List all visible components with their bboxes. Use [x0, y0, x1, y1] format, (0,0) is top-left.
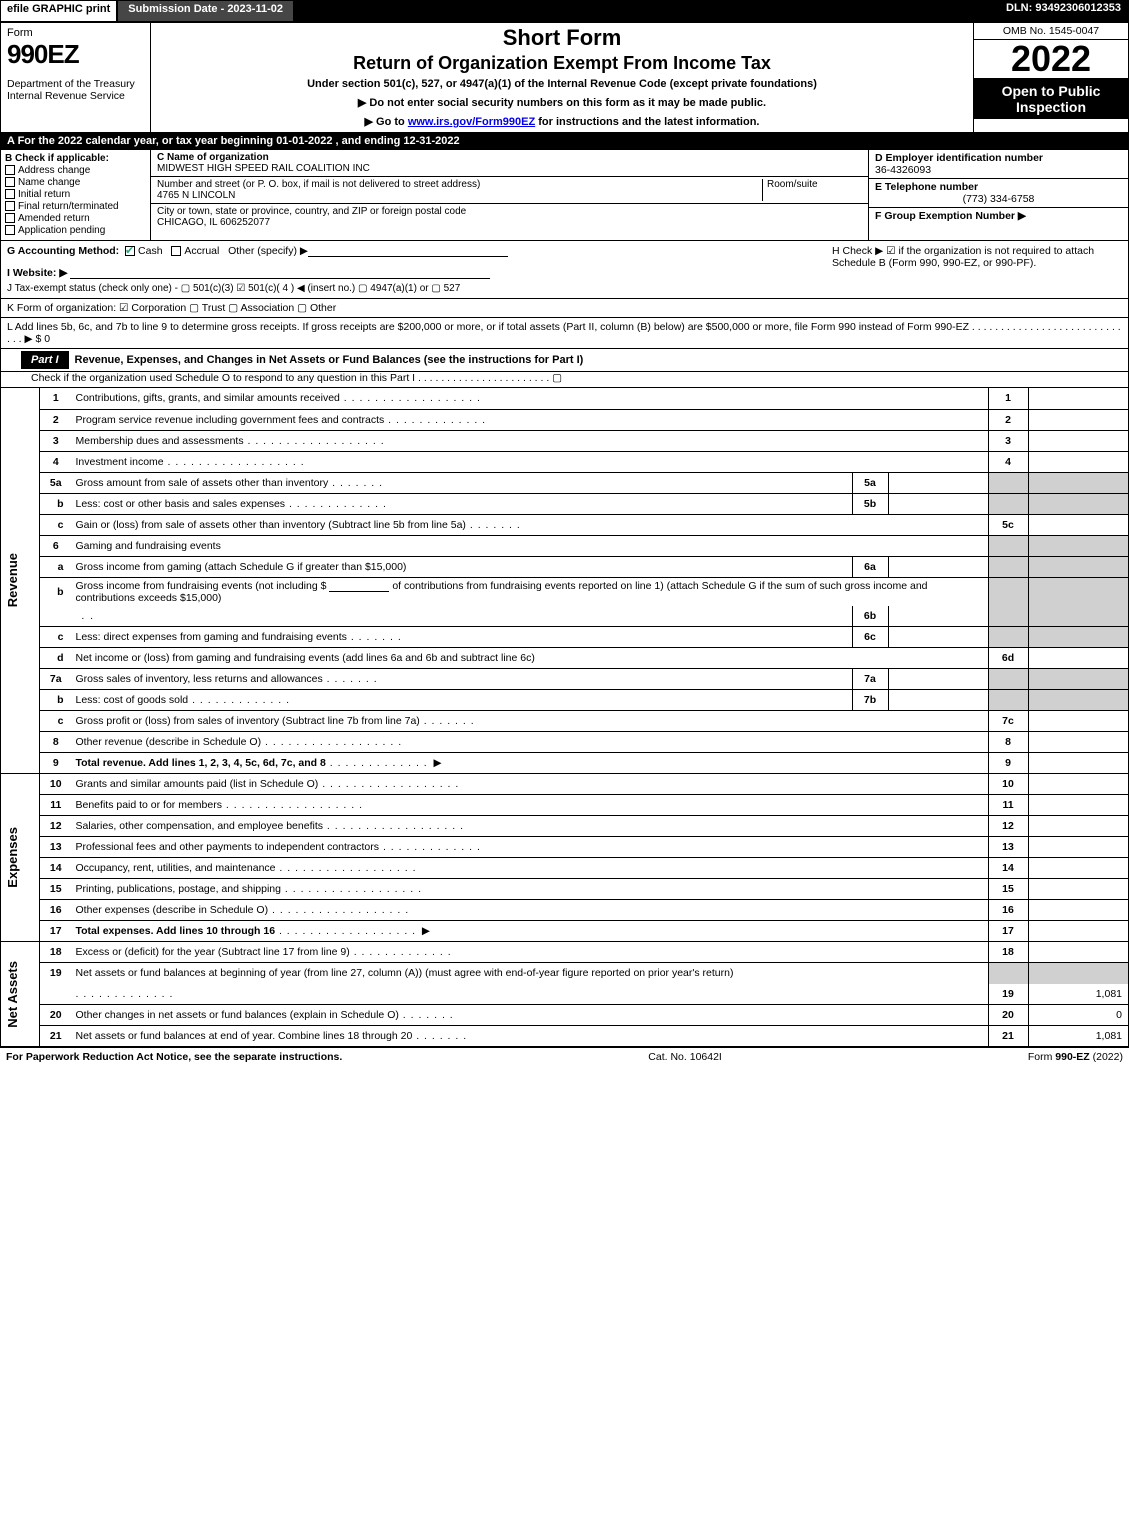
section-b: B Check if applicable: Address change Na… [1, 150, 151, 240]
dln-label: DLN: 93492306012353 [998, 0, 1129, 22]
page-footer: For Paperwork Reduction Act Notice, see … [0, 1048, 1129, 1066]
phone: (773) 334-6758 [875, 193, 1122, 205]
org-name: MIDWEST HIGH SPEED RAIL COALITION INC [157, 163, 370, 174]
l9: Total revenue. Add lines 1, 2, 3, 4, 5c,… [76, 757, 326, 769]
row-l: L Add lines 5b, 6c, and 7b to line 9 to … [1, 318, 1128, 349]
block-b-c-d-e-f: B Check if applicable: Address change Na… [1, 150, 1128, 241]
instr-2-pre: ▶ Go to [365, 116, 408, 128]
l6d: Net income or (loss) from gaming and fun… [76, 652, 535, 664]
room-lbl: Room/suite [767, 179, 818, 190]
l14: Occupancy, rent, utilities, and maintena… [76, 862, 276, 874]
form-number: 990EZ [7, 39, 144, 70]
c-street-lbl: Number and street (or P. O. box, if mail… [157, 179, 480, 190]
l13: Professional fees and other payments to … [76, 841, 380, 853]
footer-right: Form 990-EZ (2022) [1028, 1051, 1123, 1063]
l15: Printing, publications, postage, and shi… [76, 883, 281, 895]
form-title-1: Short Form [155, 25, 969, 51]
l10: Grants and similar amounts paid (list in… [76, 778, 319, 790]
part-1-sub: Check if the organization used Schedule … [1, 372, 1128, 388]
l6b1: Gross income from fundraising events (no… [76, 580, 327, 592]
cb-address-change[interactable]: Address change [5, 165, 146, 176]
dept-label: Department of the TreasuryInternal Reven… [7, 78, 144, 102]
b-label: B Check if applicable: [5, 153, 146, 164]
c-city-lbl: City or town, state or province, country… [157, 206, 466, 217]
tax-year: 2022 [974, 40, 1128, 78]
top-bar: efile GRAPHIC print Submission Date - 20… [0, 0, 1129, 22]
form-word: Form [7, 27, 144, 39]
row-k: K Form of organization: ☑ Corporation ▢ … [1, 299, 1128, 318]
part-1-header: Part I Revenue, Expenses, and Changes in… [1, 349, 1128, 372]
cb-name-change[interactable]: Name change [5, 177, 146, 188]
instr-1: ▶ Do not enter social security numbers o… [155, 96, 969, 109]
org-street: 4765 N LINCOLN [157, 190, 235, 201]
l6a: Gross income from gaming (attach Schedul… [76, 561, 407, 573]
row-a: A For the 2022 calendar year, or tax yea… [1, 133, 1128, 150]
l4: Investment income [76, 456, 164, 468]
revenue-label: Revenue [5, 553, 20, 607]
row-g-h: G Accounting Method: Cash Accrual Other … [1, 241, 1128, 299]
i-website: I Website: ▶ [7, 267, 832, 279]
section-d-e-f: D Employer identification number 36-4326… [868, 150, 1128, 240]
form-title-2: Return of Organization Exempt From Incom… [155, 53, 969, 74]
efile-label: efile GRAPHIC print [0, 0, 117, 22]
v21: 1,081 [1028, 1026, 1128, 1047]
d-lbl: D Employer identification number [875, 152, 1043, 164]
l18: Excess or (deficit) for the year (Subtra… [76, 946, 350, 958]
cb-app-pending[interactable]: Application pending [5, 225, 146, 236]
c-name-lbl: C Name of organization [157, 152, 269, 163]
g-accounting: G Accounting Method: Cash Accrual Other … [7, 245, 832, 257]
footer-left: For Paperwork Reduction Act Notice, see … [6, 1051, 342, 1063]
l19: Net assets or fund balances at beginning… [76, 967, 734, 979]
revenue-table: Revenue 1Contributions, gifts, grants, a… [1, 388, 1128, 1047]
form-990ez: Form 990EZ Department of the TreasuryInt… [0, 22, 1129, 1048]
e-lbl: E Telephone number [875, 181, 978, 193]
l6: Gaming and fundraising events [76, 540, 221, 552]
l16: Other expenses (describe in Schedule O) [76, 904, 269, 916]
l2: Program service revenue including govern… [76, 414, 385, 426]
submission-date: Submission Date - 2023-11-02 [117, 0, 294, 22]
cb-final-return[interactable]: Final return/terminated [5, 201, 146, 212]
expenses-label: Expenses [5, 827, 20, 888]
cb-cash[interactable] [125, 246, 135, 256]
l1: Contributions, gifts, grants, and simila… [76, 392, 340, 404]
v20: 0 [1028, 1005, 1128, 1026]
form-header: Form 990EZ Department of the TreasuryInt… [1, 23, 1128, 133]
l20: Other changes in net assets or fund bala… [76, 1009, 399, 1021]
cb-accrual[interactable] [171, 246, 181, 256]
instr-2-post: for instructions and the latest informat… [535, 116, 759, 128]
j-tax-status: J Tax-exempt status (check only one) - ▢… [7, 283, 832, 294]
instr-2: ▶ Go to www.irs.gov/Form990EZ for instru… [155, 115, 969, 128]
l5a: Gross amount from sale of assets other t… [76, 477, 329, 489]
footer-mid: Cat. No. 10642I [342, 1051, 1028, 1063]
part-1-title: Revenue, Expenses, and Changes in Net As… [75, 351, 584, 369]
org-city: CHICAGO, IL 606252077 [157, 217, 270, 228]
irs-link[interactable]: www.irs.gov/Form990EZ [408, 116, 535, 128]
l21: Net assets or fund balances at end of ye… [76, 1030, 413, 1042]
v19: 1,081 [1028, 984, 1128, 1005]
ein: 36-4326093 [875, 164, 931, 176]
l6c: Less: direct expenses from gaming and fu… [76, 631, 347, 643]
open-inspection: Open to Public Inspection [974, 78, 1128, 119]
l7b: Less: cost of goods sold [76, 694, 189, 706]
l12: Salaries, other compensation, and employ… [76, 820, 323, 832]
l5b: Less: cost or other basis and sales expe… [76, 498, 286, 510]
l3: Membership dues and assessments [76, 435, 244, 447]
l7c: Gross profit or (loss) from sales of inv… [76, 715, 420, 727]
f-lbl: F Group Exemption Number ▶ [875, 210, 1026, 222]
l5c: Gain or (loss) from sale of assets other… [76, 519, 466, 531]
cb-initial-return[interactable]: Initial return [5, 189, 146, 200]
netassets-label: Net Assets [5, 961, 20, 1028]
l7a: Gross sales of inventory, less returns a… [76, 673, 323, 685]
l8: Other revenue (describe in Schedule O) [76, 736, 262, 748]
h-schedule-b: H Check ▶ ☑ if the organization is not r… [832, 245, 1122, 294]
l11: Benefits paid to or for members [76, 799, 222, 811]
section-c: C Name of organization MIDWEST HIGH SPEE… [151, 150, 868, 240]
cb-amended[interactable]: Amended return [5, 213, 146, 224]
form-subtitle: Under section 501(c), 527, or 4947(a)(1)… [155, 78, 969, 90]
part-1-tag: Part I [21, 351, 69, 369]
l17: Total expenses. Add lines 10 through 16 [76, 925, 276, 937]
